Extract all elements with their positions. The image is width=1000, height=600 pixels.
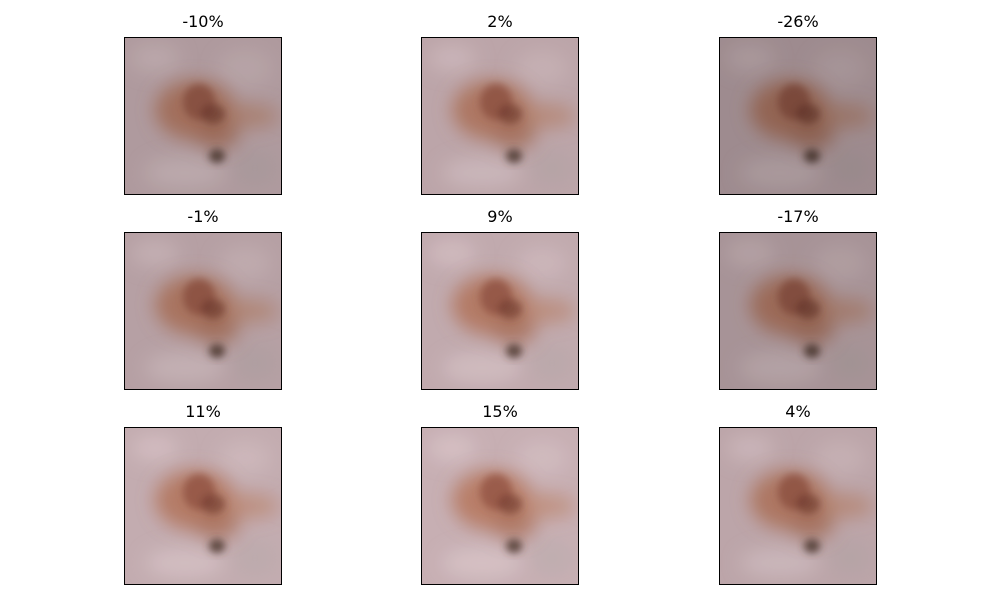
lesion-image — [719, 232, 877, 390]
lesion-spot — [804, 344, 820, 358]
lesion-core — [778, 279, 820, 319]
lesion-image — [124, 232, 282, 390]
panel-title: -1% — [187, 207, 219, 226]
image-panel: -17% — [719, 204, 877, 390]
lesion-spot — [804, 149, 820, 163]
panel-title: 11% — [185, 402, 221, 421]
image-panel: 11% — [124, 399, 282, 585]
lesion-core — [480, 279, 522, 319]
image-panel: -10% — [124, 9, 282, 195]
lesion-spot — [209, 539, 225, 553]
panel-title: 9% — [487, 207, 513, 226]
lesion-image — [124, 427, 282, 585]
lesion-core — [183, 84, 225, 124]
lesion-core — [778, 474, 820, 514]
lesion-spot — [506, 149, 522, 163]
lesion-image — [421, 427, 579, 585]
lesion-core — [480, 474, 522, 514]
image-panel: -26% — [719, 9, 877, 195]
panel-title: 15% — [482, 402, 518, 421]
image-panel: -1% — [124, 204, 282, 390]
lesion-spot — [209, 344, 225, 358]
lesion-spot — [804, 539, 820, 553]
lesion-image — [719, 37, 877, 195]
lesion-spot — [506, 344, 522, 358]
panel-title: -26% — [777, 12, 819, 31]
image-panel: 4% — [719, 399, 877, 585]
lesion-image — [421, 37, 579, 195]
image-panel: 9% — [421, 204, 579, 390]
lesion-spot — [209, 149, 225, 163]
lesion-core — [183, 279, 225, 319]
panel-title: -10% — [182, 12, 224, 31]
panel-title: 4% — [785, 402, 811, 421]
lesion-image — [719, 427, 877, 585]
lesion-spot — [506, 539, 522, 553]
lesion-image — [124, 37, 282, 195]
lesion-core — [778, 84, 820, 124]
panel-title: 2% — [487, 12, 513, 31]
lesion-image — [421, 232, 579, 390]
lesion-core — [480, 84, 522, 124]
image-panel: 2% — [421, 9, 579, 195]
lesion-core — [183, 474, 225, 514]
panel-title: -17% — [777, 207, 819, 226]
image-panel: 15% — [421, 399, 579, 585]
